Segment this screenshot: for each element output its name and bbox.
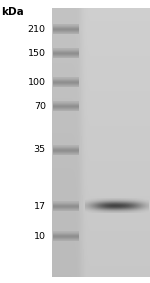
- Text: 150: 150: [28, 49, 46, 58]
- Text: 70: 70: [34, 102, 46, 111]
- Text: 210: 210: [28, 25, 46, 34]
- Text: 100: 100: [28, 78, 46, 87]
- Text: 10: 10: [34, 232, 46, 241]
- Text: 17: 17: [34, 202, 46, 211]
- Text: 35: 35: [34, 145, 46, 155]
- Text: kDa: kDa: [2, 7, 24, 17]
